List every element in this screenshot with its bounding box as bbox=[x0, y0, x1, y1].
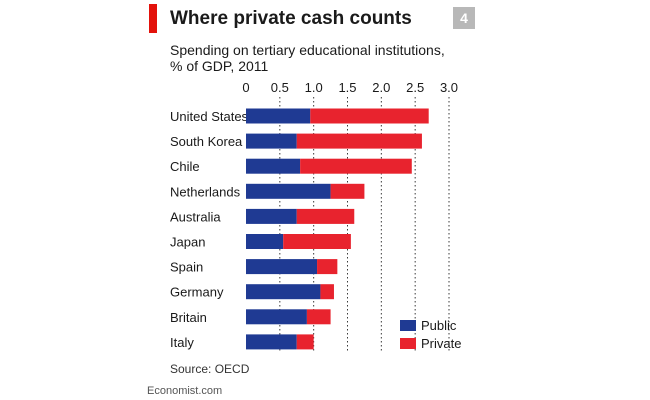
x-tick-label: 0 bbox=[242, 80, 249, 95]
bar-private bbox=[320, 284, 334, 300]
x-tick-label: 1.5 bbox=[338, 80, 356, 95]
chart-number-badge: 4 bbox=[453, 7, 475, 29]
category-label: Netherlands bbox=[170, 184, 241, 199]
chart-subtitle: Spending on tertiary educational institu… bbox=[170, 42, 445, 74]
bar-private bbox=[306, 309, 331, 325]
bar-private bbox=[296, 208, 355, 224]
chart-panel bbox=[145, 0, 475, 400]
category-label: Australia bbox=[170, 209, 221, 224]
legend-label: Private bbox=[421, 336, 461, 351]
category-label: Spain bbox=[170, 260, 203, 275]
category-label: Italy bbox=[170, 335, 194, 350]
category-label: Japan bbox=[170, 235, 205, 250]
bar-public bbox=[246, 158, 301, 174]
bar-private bbox=[296, 133, 422, 149]
bar-public bbox=[246, 133, 297, 149]
bar-public bbox=[246, 309, 307, 325]
footer-site: Economist.com bbox=[147, 385, 223, 397]
category-label: Germany bbox=[170, 285, 224, 300]
bar-public bbox=[246, 259, 318, 275]
bar-public bbox=[246, 334, 297, 350]
x-tick-label: 0.5 bbox=[271, 80, 289, 95]
bar-public bbox=[246, 234, 284, 249]
accent-tab bbox=[149, 4, 157, 33]
legend-swatch bbox=[400, 338, 416, 349]
bar-public bbox=[246, 183, 331, 199]
x-tick-label: 2.5 bbox=[406, 80, 424, 95]
source-note: Source: OECD bbox=[170, 362, 250, 376]
bar-private bbox=[300, 158, 412, 174]
category-label: South Korea bbox=[170, 134, 243, 149]
chart-title: Where private cash counts bbox=[170, 8, 412, 29]
category-label: United States bbox=[170, 109, 249, 124]
bar-private bbox=[283, 234, 351, 249]
bar-private bbox=[310, 108, 429, 124]
category-label: Britain bbox=[170, 310, 207, 325]
bar-private bbox=[296, 334, 314, 350]
category-label: Chile bbox=[170, 159, 200, 174]
legend-swatch bbox=[400, 320, 416, 331]
legend-label: Public bbox=[421, 318, 457, 333]
x-tick-label: 3.0 bbox=[440, 80, 458, 95]
bar-public bbox=[246, 108, 311, 124]
bar-public bbox=[246, 208, 297, 224]
x-tick-label: 2.0 bbox=[372, 80, 390, 95]
bar-public bbox=[246, 284, 321, 300]
bar-private bbox=[317, 259, 338, 275]
bar-private bbox=[330, 183, 365, 199]
x-tick-label: 1.0 bbox=[305, 80, 323, 95]
